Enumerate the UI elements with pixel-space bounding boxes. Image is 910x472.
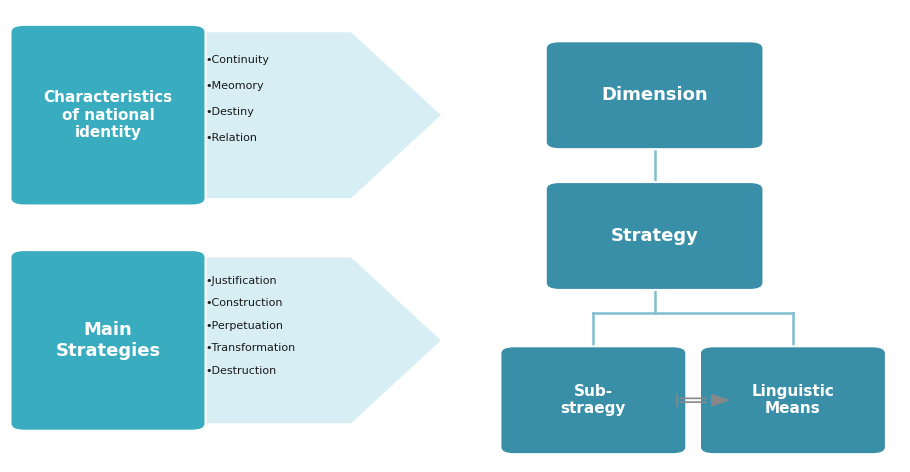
Text: •Continuity: •Continuity [206,55,269,65]
FancyBboxPatch shape [10,25,206,205]
Polygon shape [712,395,728,406]
FancyBboxPatch shape [700,346,886,454]
Text: Characteristics
of national
identity: Characteristics of national identity [44,90,173,140]
FancyBboxPatch shape [10,250,206,431]
Text: Dimension: Dimension [602,86,708,104]
Text: •Destiny: •Destiny [206,107,255,117]
Polygon shape [24,257,441,424]
Text: •Meomory: •Meomory [206,81,264,91]
Polygon shape [24,32,441,198]
Text: •Justification: •Justification [206,276,278,286]
FancyBboxPatch shape [501,346,686,454]
Text: •Perpetuation: •Perpetuation [206,321,284,331]
Text: •Relation: •Relation [206,133,258,143]
FancyBboxPatch shape [546,182,763,290]
Text: Strategy: Strategy [611,227,699,245]
Text: Linguistic
Means: Linguistic Means [752,384,834,416]
Text: •Transformation: •Transformation [206,344,296,354]
Text: Main
Strategies: Main Strategies [56,321,160,360]
Text: •Construction: •Construction [206,298,283,308]
Text: •Destruction: •Destruction [206,366,277,376]
Text: Sub-
straegy: Sub- straegy [561,384,626,416]
FancyBboxPatch shape [546,41,763,149]
